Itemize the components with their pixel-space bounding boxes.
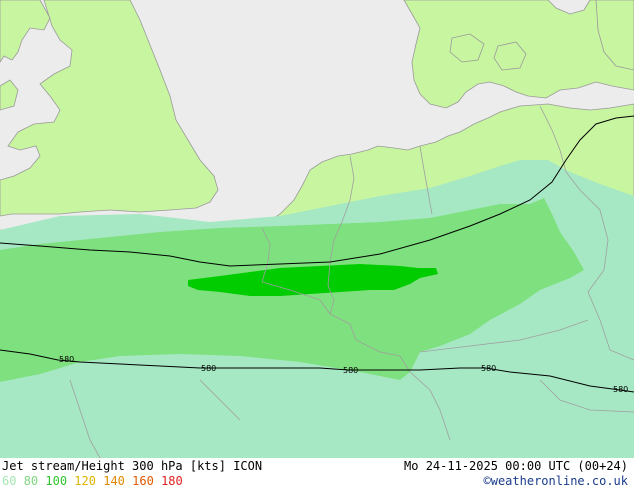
contour-label: 580 <box>481 364 496 373</box>
contour-580-south <box>0 349 634 393</box>
map-footer: Jet stream/Height 300 hPa [kts] ICON Mo … <box>0 458 634 490</box>
land-ireland-edge <box>0 79 19 111</box>
forecast-datetime: Mo 24-11-2025 00:00 UTC (00+24) <box>404 459 628 473</box>
legend-item: 120 <box>74 474 96 488</box>
map-title: Jet stream/Height 300 hPa [kts] ICON <box>2 459 263 473</box>
color-legend: 60 80 100 120 140 160 180 <box>2 474 183 488</box>
contour-label: 580 <box>201 364 216 373</box>
legend-item: 100 <box>45 474 68 488</box>
legend-item: 60 <box>2 474 17 488</box>
land-danish-island <box>449 33 485 63</box>
jet-stream-map: 580 580 580 580 580 <box>0 0 634 458</box>
country-borders <box>69 105 634 458</box>
land-sweden-edge <box>595 0 634 71</box>
contour-580-north <box>0 115 634 267</box>
legend-item: 80 <box>23 474 39 488</box>
jet-band-100kt <box>188 264 438 296</box>
contour-label: 580 <box>613 385 628 394</box>
legend-item: 160 <box>132 474 154 488</box>
site-credit-link[interactable]: ©weatheronline.co.uk <box>483 474 629 488</box>
legend-item: 180 <box>161 474 183 488</box>
contour-label: 580 <box>59 355 74 364</box>
land-danish-island-2 <box>493 41 527 71</box>
legend-item: 140 <box>103 474 125 488</box>
contour-label: 580 <box>343 366 358 375</box>
land-great-britain <box>0 0 219 217</box>
